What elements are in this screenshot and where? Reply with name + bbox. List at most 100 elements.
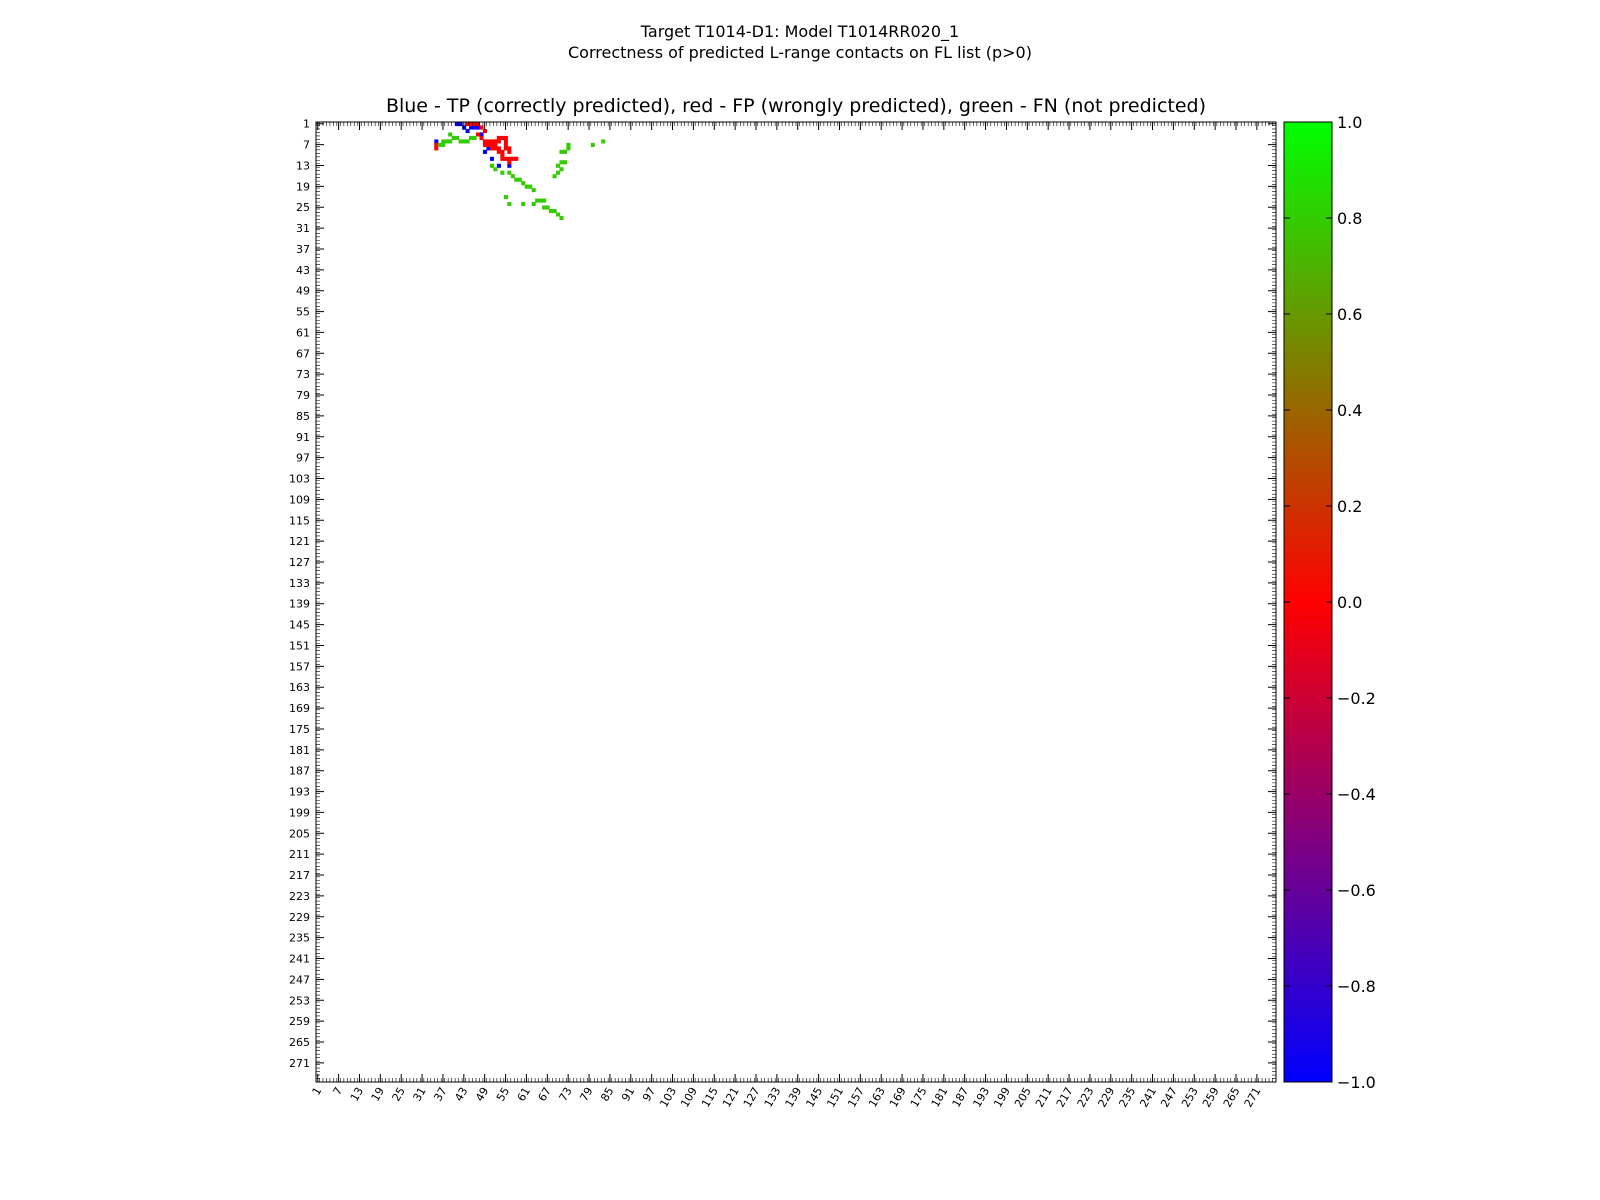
y-tick-label: 79 — [296, 389, 310, 402]
x-tick-label: 109 — [678, 1085, 700, 1110]
contact-cell-fn — [542, 198, 547, 203]
y-tick-label: 241 — [289, 953, 310, 966]
contact-cell-fn — [542, 205, 547, 210]
y-tick-label: 73 — [296, 368, 310, 381]
major-tick — [316, 122, 1276, 1082]
major-tick — [316, 122, 1276, 1082]
contact-cell-tp — [482, 149, 488, 154]
x-tick-label: 67 — [536, 1085, 554, 1104]
contact-cell-fp — [482, 139, 488, 144]
x-tick-label: 31 — [410, 1085, 428, 1104]
colorbar-tick-label: −0.4 — [1337, 785, 1376, 804]
x-tick-label: 151 — [824, 1085, 846, 1110]
major-tick — [316, 122, 1276, 1082]
contact-cell-fp — [503, 142, 508, 147]
contact-cell-fn — [441, 139, 446, 144]
major-tick — [316, 122, 1276, 1082]
contact-cell-fn — [538, 198, 543, 203]
contact-cell-fp — [503, 156, 508, 161]
contact-cell-fp — [507, 160, 512, 165]
contact-cell-fn — [562, 149, 568, 154]
x-tick-label: 145 — [803, 1085, 825, 1110]
y-tick-label: 37 — [296, 243, 310, 256]
contact-cell-fn — [521, 181, 526, 186]
contact-cell-fp — [507, 149, 512, 154]
contact-cell-fn — [493, 167, 498, 172]
contact-cell-tp — [489, 156, 494, 161]
contact-cell-fn — [437, 142, 442, 147]
x-tick-label: 175 — [908, 1085, 930, 1110]
major-tick — [316, 122, 1276, 1082]
major-tick — [316, 122, 1276, 1082]
y-tick-label: 49 — [296, 285, 310, 298]
contact-cell-fp — [500, 153, 505, 158]
y-tick-label: 235 — [289, 932, 310, 945]
major-tick — [316, 122, 1276, 1082]
contact-cell-fn — [556, 212, 561, 217]
contact-cell-tp — [458, 122, 463, 127]
contact-cell-tp — [465, 128, 470, 134]
x-tick-label: 55 — [494, 1085, 512, 1104]
major-tick — [316, 122, 1276, 1082]
contact-cell-fp — [503, 135, 508, 140]
y-tick-label: 187 — [289, 765, 310, 778]
x-tick-label: 61 — [515, 1085, 533, 1104]
major-tick — [316, 122, 1276, 1082]
major-tick — [316, 122, 1276, 1082]
contact-cell-fp — [507, 146, 512, 151]
major-tick — [316, 122, 1276, 1082]
contact-cell-fp — [503, 146, 508, 151]
contact-cell-fn — [444, 139, 449, 144]
contact-cell-tp — [479, 132, 484, 137]
contact-cell-fn — [535, 198, 540, 203]
contact-cell-tp — [507, 163, 512, 168]
major-tick — [316, 122, 1276, 1082]
x-tick-label: 199 — [991, 1085, 1013, 1110]
major-tick — [316, 122, 1276, 1082]
major-tick — [316, 122, 1276, 1082]
contact-cell-fp — [496, 135, 501, 140]
x-tick-label: 211 — [1033, 1085, 1055, 1110]
contact-cell-fn — [507, 170, 512, 175]
major-tick — [316, 122, 1276, 1082]
major-tick — [316, 122, 1276, 1082]
colorbar-tick-label: 1.0 — [1337, 113, 1362, 132]
y-tick-label: 13 — [296, 159, 310, 172]
contact-cell-fn — [545, 205, 550, 210]
x-tick-label: 205 — [1012, 1085, 1034, 1110]
contact-cell-fp — [510, 156, 515, 161]
x-tick-label: 235 — [1116, 1085, 1138, 1110]
y-tick-label: 181 — [289, 744, 310, 757]
contact-cell-fp — [489, 146, 494, 151]
figure-subtitle: Correctness of predicted L-range contact… — [568, 43, 1032, 62]
x-tick-label: 133 — [762, 1085, 784, 1110]
contact-cell-fp — [496, 146, 501, 151]
contact-cell-fp — [500, 149, 505, 154]
x-tick-label: 181 — [929, 1085, 951, 1110]
major-tick — [316, 122, 1276, 1082]
contact-cell-fn — [524, 184, 529, 189]
major-tick — [316, 122, 1276, 1082]
contact-cell-fp — [434, 146, 439, 151]
y-tick-label: 145 — [289, 619, 310, 632]
contact-cell-fp — [476, 132, 481, 137]
contact-cell-fn — [590, 142, 595, 147]
colorbar-tick-label: 0.6 — [1337, 305, 1362, 324]
y-tick-label: 91 — [296, 431, 310, 444]
major-tick — [316, 122, 1276, 1082]
y-tick-label: 175 — [289, 723, 310, 736]
x-tick-label: 85 — [598, 1085, 616, 1104]
contact-cell-fn — [559, 215, 564, 220]
contact-cell-fp — [479, 135, 484, 140]
x-tick-label: 253 — [1179, 1085, 1201, 1110]
colorbar-tick-label: 0.4 — [1337, 401, 1362, 420]
contact-cell-fn — [566, 146, 571, 151]
colorbar-tick-label: −0.6 — [1337, 881, 1376, 900]
x-tick-label: 265 — [1221, 1085, 1243, 1110]
contact-cell-fp — [489, 142, 494, 147]
y-tick-label: 265 — [289, 1036, 310, 1049]
major-tick — [316, 122, 1276, 1082]
contact-cell-fn — [510, 174, 515, 179]
y-tick-label: 271 — [289, 1057, 310, 1070]
y-tick-label: 199 — [289, 806, 310, 819]
